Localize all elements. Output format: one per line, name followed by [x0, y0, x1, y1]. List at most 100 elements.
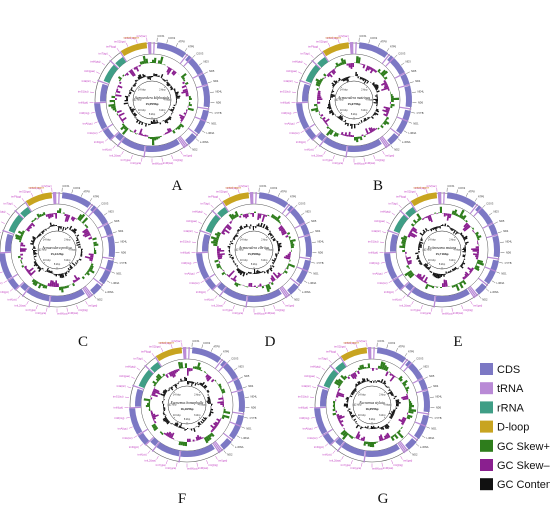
trna-feature	[399, 281, 410, 291]
gene-label: ATP8	[380, 39, 387, 43]
gene-label: trnW(tca)	[372, 467, 383, 471]
cds-feature	[484, 259, 499, 285]
kbp-tick-label: 14 kbp	[43, 237, 51, 241]
kbp-tick-label: 4 kbp	[68, 248, 75, 252]
legend-swatch-rrna	[480, 401, 493, 414]
gene-label: trnP(tgg)	[106, 45, 116, 49]
gene-label: trnR(tcg)	[369, 261, 379, 265]
gene-label: trnV(tac)	[339, 34, 349, 38]
gene-label: trnR(tcg)	[181, 261, 191, 265]
trna-feature	[0, 251, 12, 254]
gene-label: ND1	[211, 122, 217, 126]
cds-feature	[390, 233, 399, 252]
gene-label: COX3	[231, 356, 239, 360]
legend-swatch-dloop	[480, 420, 493, 433]
gene-label: ATP6	[188, 45, 195, 49]
cds-feature	[365, 443, 400, 457]
gene-label: trnK(ctt)	[205, 297, 214, 301]
dloop-feature	[120, 42, 148, 57]
control-region-label: control region	[413, 186, 429, 190]
gene-label: trnL1(tag)	[125, 36, 136, 40]
gene-label: CYTB	[435, 416, 442, 420]
trna-feature	[129, 406, 142, 409]
trna-feature	[58, 192, 60, 205]
gene-label: trnR(tcg)	[299, 416, 309, 420]
trna-feature	[255, 192, 257, 205]
gene-label: trnP(tgg)	[141, 350, 151, 354]
trna-feature	[188, 127, 199, 137]
gene-label: COX2	[458, 186, 466, 190]
kbp-tick-label: 4 kbp	[453, 248, 460, 252]
gene-label: trnV(tac)	[137, 34, 147, 38]
trna-feature	[14, 209, 24, 219]
trna-feature	[408, 432, 419, 442]
kbp-tick-label: 12 kbp	[236, 248, 244, 252]
gene-label: trnW(tca)	[354, 162, 365, 166]
gene-label: ND1	[246, 427, 252, 431]
cds-feature	[150, 437, 159, 447]
legend-label-gc_skew_pos: GC Skew+	[497, 441, 550, 453]
gene-label: ND6	[318, 250, 324, 254]
gene-label: COX3	[298, 201, 306, 205]
gene-label: ND4	[433, 384, 439, 388]
trna-feature	[251, 192, 254, 205]
kbp-tick-label: 4 kbp	[383, 403, 390, 407]
gene-label: ND6	[216, 100, 222, 104]
gene-label: trnE(ttc)	[302, 384, 311, 388]
cds-feature	[99, 259, 114, 285]
kbp-tick-label: 8 kbp	[369, 417, 376, 421]
trna-feature	[311, 131, 322, 141]
gene-label: ND1	[116, 272, 122, 276]
gene-label: trnL2(taa)	[330, 459, 341, 463]
gene-label: trnL2(taa)	[145, 459, 156, 463]
trna-feature	[486, 233, 499, 239]
rrna-feature	[317, 56, 329, 68]
cds-feature	[304, 235, 312, 258]
gene-label: ND5	[499, 219, 505, 223]
trna-feature	[183, 57, 193, 67]
gene-label: ND4L	[505, 240, 512, 244]
cds-feature	[335, 437, 344, 447]
kbp-tick-label: 12 kbp	[336, 98, 344, 102]
trna-feature	[381, 53, 391, 64]
gene-label: trnF(gaa)	[304, 374, 315, 378]
gene-label: ND3	[203, 60, 209, 64]
legend-label-dloop: D-loop	[497, 422, 529, 434]
kbp-tick-label: 4 kbp	[198, 403, 205, 407]
kbp-tick-label: 2 kbp	[449, 237, 456, 241]
gene-label: trnR(tcg)	[114, 416, 124, 420]
cds-feature	[50, 288, 85, 302]
gene-label: ND3	[423, 365, 429, 369]
genome-size: 16,099bp	[365, 407, 378, 411]
gene-label: trnL1(tag)	[345, 341, 356, 345]
cds-feature	[314, 408, 328, 435]
gene-label: trnE(ttc)	[117, 384, 126, 388]
trna-feature	[132, 384, 144, 390]
trna-feature	[322, 428, 334, 437]
cds-feature	[103, 127, 115, 140]
trna-feature	[102, 123, 114, 132]
legend-label-rrna: rRNA	[497, 402, 525, 414]
gene-label: trnW(tca)	[187, 467, 198, 471]
gene-label: ATP6	[223, 350, 230, 354]
gene-label: trnC(gca)	[130, 161, 141, 165]
gene-label: CYTB	[215, 111, 222, 115]
trna-feature	[399, 209, 409, 219]
cds-feature	[404, 85, 412, 108]
species-name: Acmaeodera mateinas	[337, 96, 371, 100]
kbp-tick-label: 14 kbp	[428, 237, 436, 241]
kbp-tick-label: 2 kbp	[159, 87, 166, 91]
cds-feature	[194, 109, 209, 135]
gene-label: trnT(tgt)	[98, 51, 107, 55]
gene-label: trnS1(tct)	[280, 90, 291, 94]
gene-label: ND5	[209, 69, 215, 73]
trna-feature	[387, 229, 399, 235]
trna-feature	[211, 209, 221, 219]
trna-feature	[406, 286, 415, 297]
trna-feature	[93, 277, 104, 287]
gene-label: trnK(ctt)	[8, 297, 17, 301]
gene-label: trnE(ttc)	[284, 79, 293, 83]
trna-feature	[399, 358, 409, 369]
cds-feature	[411, 287, 435, 302]
